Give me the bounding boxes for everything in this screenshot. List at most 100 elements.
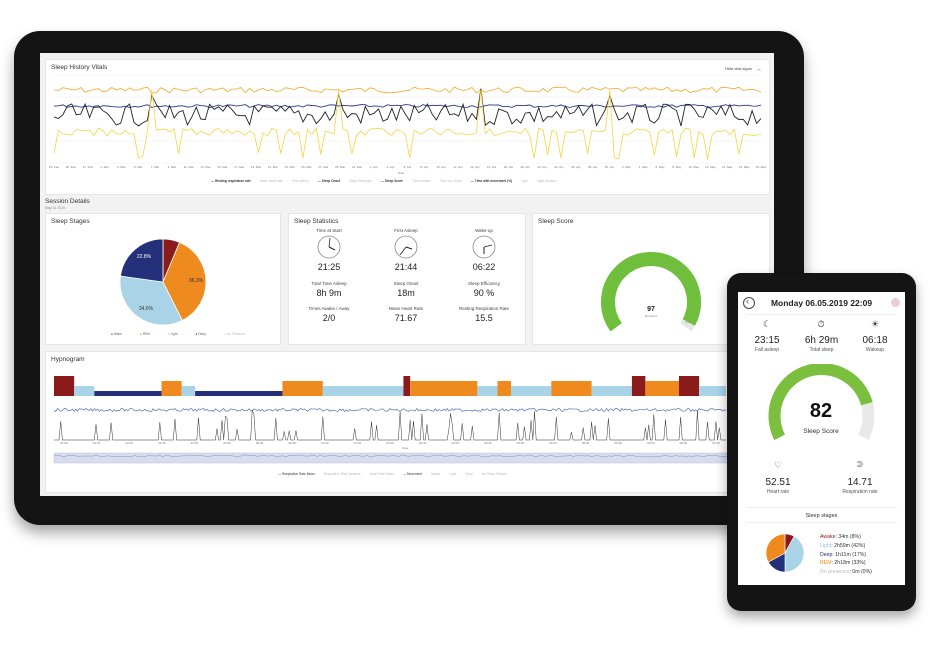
legend-item[interactable]: ● Light bbox=[167, 332, 178, 336]
heart-rate-label: Heart rate bbox=[766, 489, 790, 495]
ring-fill bbox=[768, 364, 873, 441]
heart-rate-value: 52.51 bbox=[765, 477, 791, 488]
x-tick-label: 02:00 bbox=[386, 441, 394, 445]
hide-vitals-button[interactable]: Hide vital signs ︿ bbox=[725, 66, 761, 72]
back-button[interactable]: ‹ bbox=[743, 296, 755, 309]
legend-item[interactable]: Awake bbox=[430, 472, 441, 476]
stat-value-wakeup: 06:22 bbox=[472, 262, 496, 272]
x-tick-label: 10. May bbox=[688, 165, 699, 169]
x-tick-label: 18. May bbox=[756, 165, 767, 169]
legend-item[interactable]: Time asleep bbox=[291, 179, 309, 183]
legend-item[interactable]: Time out of bed bbox=[439, 179, 462, 183]
wakeup-value: 06:18 bbox=[862, 335, 888, 346]
hypnogram-title: Hypnogram bbox=[51, 356, 85, 363]
x-tick-label: 12. Apr bbox=[453, 165, 463, 169]
stat-label-times-awake: Times Awake / Away bbox=[308, 306, 350, 311]
phone-score-label: Sleep Score bbox=[803, 428, 839, 435]
stage-row-rem: REM: 2h18m (33%) bbox=[820, 560, 866, 567]
sleep-stages-card: Sleep Stages 36.3% 34.6% 22.8% ● Wake ● REM… bbox=[45, 213, 281, 345]
sleep-score-max: 100 bbox=[685, 320, 691, 324]
x-tick-label: 03:00 bbox=[451, 441, 459, 445]
legend-item[interactable]: — Movement bbox=[402, 472, 422, 476]
hypnogram-stage-block bbox=[195, 391, 283, 396]
navigator-trace bbox=[53, 454, 757, 458]
hypnogram-chart: 21:00 21:30 22:00 22:30 23:00 23:30 00:00 00:30… bbox=[53, 376, 757, 464]
sleep-stages-legend: ● Wake ● REM ● Light ● Deep ● No Presence bbox=[111, 332, 263, 336]
stage-row-deep: Deep: 1h11m (17%) bbox=[820, 551, 867, 558]
x-tick-label: 20. Apr bbox=[521, 165, 531, 169]
sleep-stages-title: Sleep Stages bbox=[51, 218, 90, 225]
legend-item[interactable]: Light duration bbox=[537, 179, 557, 183]
phone-sleep-score-ring bbox=[768, 364, 875, 441]
legend-item[interactable]: — Respiration Rate Mean bbox=[278, 472, 315, 476]
x-tick-label: 31. Mar bbox=[352, 165, 362, 169]
x-tick-label: 04:30 bbox=[549, 441, 557, 445]
x-tick-label: 00:30 bbox=[288, 441, 296, 445]
legend-item[interactable]: No Sleep Session bbox=[481, 472, 508, 476]
hypnogram-stage-block bbox=[497, 381, 511, 396]
x-tick-label: 23. Mar bbox=[285, 165, 295, 169]
vitals-chart: 23. Feb 25. Feb 27. Feb 1. Mar 3. Mar 5. Mar 7… bbox=[49, 74, 767, 169]
vitals-x-label: Date bbox=[398, 171, 405, 175]
chevron-left-icon: ‹ bbox=[746, 296, 749, 306]
hypnogram-card: Hypnogram Help 21:0021:3022:0022:3023:00… bbox=[45, 351, 770, 493]
pie-slice[interactable] bbox=[119, 275, 183, 326]
hypnogram-stage-block bbox=[403, 376, 411, 396]
legend-item[interactable]: Deep bbox=[465, 472, 473, 476]
legend-item[interactable]: ● Deep bbox=[195, 332, 206, 336]
hypnogram-stage-block bbox=[181, 386, 196, 396]
sunrise-icon: ☀ bbox=[870, 319, 880, 329]
stat-value-efficiency: 90 % bbox=[473, 288, 495, 298]
x-tick-label: 03:30 bbox=[484, 441, 492, 445]
phone-header: Monday 06.05.2019 22:09 bbox=[770, 298, 873, 308]
x-tick-label: 11. Mar bbox=[184, 165, 194, 169]
sleep-score-value: 97 bbox=[647, 306, 655, 313]
legend-item[interactable]: ● No Presence bbox=[223, 332, 246, 336]
vitals-series-line bbox=[53, 88, 762, 127]
legend-item[interactable]: Times awake bbox=[412, 179, 431, 183]
movement-trace bbox=[54, 410, 726, 441]
pie-slice[interactable] bbox=[119, 238, 164, 283]
x-tick-label: 18. Apr bbox=[504, 165, 514, 169]
legend-item[interactable]: — Sleep Onset bbox=[317, 179, 341, 183]
x-tick-label: 24. Apr bbox=[554, 165, 564, 169]
legend-item[interactable]: — Sleep Score bbox=[380, 179, 404, 183]
clock-icon bbox=[317, 235, 341, 259]
pie-slice[interactable] bbox=[162, 241, 207, 321]
legend-item[interactable]: Heart Rate Mean bbox=[369, 472, 394, 476]
vitals-card: Sleep History Vitals Hide vital signs ︿ … bbox=[45, 59, 770, 195]
phone-menu-dot[interactable] bbox=[891, 298, 900, 307]
vitals-legend: — Resting respiration rate Mean heart rat… bbox=[211, 179, 565, 183]
x-tick-label: 2. Apr bbox=[370, 165, 378, 169]
total-sleep-value: 6h 29m bbox=[804, 335, 839, 346]
total-sleep-label: Total sleep bbox=[809, 347, 834, 353]
legend-item[interactable]: — Time with movement (%) bbox=[470, 179, 513, 183]
x-tick-label: 28. Apr bbox=[588, 165, 598, 169]
legend-item[interactable]: ● Wake bbox=[111, 332, 122, 336]
legend-item[interactable]: Respiration Rate Variance bbox=[323, 472, 361, 476]
legend-item[interactable]: Sleep Efficiency bbox=[349, 179, 372, 183]
hypnogram-legend: — Respiration Rate Mean Respiration Rate … bbox=[278, 472, 516, 476]
phone-score-value: 82 bbox=[809, 400, 833, 422]
legend-item[interactable]: Light bbox=[449, 472, 457, 476]
legend-item[interactable]: — Resting respiration rate bbox=[211, 179, 251, 183]
x-tick-label: 02:30 bbox=[419, 441, 427, 445]
phone-stages-list: Awake: 34m (8%) Light: 2h59m (42%) Deep:… bbox=[820, 533, 872, 577]
x-tick-label: 27. Feb bbox=[83, 165, 94, 169]
legend-item[interactable]: ● REM bbox=[139, 332, 150, 336]
x-tick-label: 26. Apr bbox=[571, 165, 581, 169]
x-tick-label: 15. Mar bbox=[217, 165, 227, 169]
pie-label: 36.3% bbox=[189, 278, 204, 284]
legend-item[interactable]: Light bbox=[521, 179, 529, 183]
hypnogram-stage-block bbox=[74, 386, 95, 396]
x-tick-label: 06:30 bbox=[680, 441, 688, 445]
sleep-statistics-card: Sleep Statistics Time at Start First Asl… bbox=[288, 213, 526, 345]
vitals-series-line bbox=[53, 104, 762, 108]
time-navigator[interactable] bbox=[53, 452, 757, 464]
stat-value-first-asleep: 21:44 bbox=[394, 262, 418, 272]
hypnogram-stage-block bbox=[645, 381, 679, 396]
x-tick-label: 5. Mar bbox=[134, 165, 143, 169]
x-tick-label: 06:00 bbox=[647, 441, 655, 445]
x-tick-label: 14. Apr bbox=[470, 165, 480, 169]
legend-item[interactable]: Mean heart rate bbox=[259, 179, 283, 183]
